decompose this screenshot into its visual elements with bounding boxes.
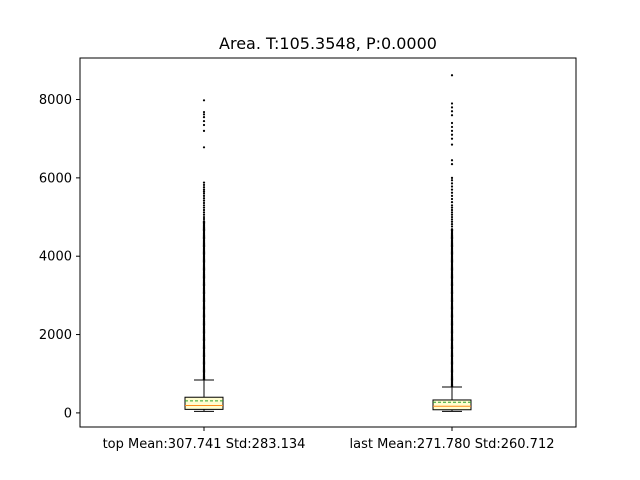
outlier-point — [450, 201, 454, 204]
box-iqr — [432, 399, 472, 411]
y-tick-label: 8000 — [39, 93, 72, 108]
outlier-point — [202, 119, 206, 123]
outlier-point — [450, 74, 454, 77]
outlier-point — [450, 191, 454, 194]
outlier-point — [202, 110, 206, 114]
x-tick-label: last Mean:271.780 Std:260.712 — [349, 437, 554, 452]
outlier-point — [450, 176, 454, 179]
outlier-point — [450, 204, 454, 207]
outlier-point — [450, 220, 454, 223]
outlier-point — [202, 192, 206, 195]
outlier-point — [450, 228, 454, 231]
outlier-point — [202, 206, 206, 209]
outlier-point — [450, 215, 454, 219]
outlier-point — [202, 208, 206, 212]
outlier-point — [202, 220, 206, 223]
outlier-point — [450, 188, 454, 191]
outlier-point — [450, 125, 454, 129]
y-tick-label: 2000 — [39, 328, 72, 343]
outlier-point — [202, 113, 206, 116]
outlier-point — [202, 116, 206, 119]
outlier-point — [450, 225, 454, 228]
outlier-point — [202, 99, 206, 102]
y-tick-label: 4000 — [39, 250, 72, 265]
outlier-point — [202, 211, 206, 214]
outlier-point — [450, 102, 454, 105]
outlier-point — [450, 213, 454, 216]
outlier-point — [202, 129, 206, 132]
outlier-point — [450, 114, 454, 117]
y-tick-label: 0 — [64, 406, 72, 421]
outlier-point — [202, 194, 206, 197]
outlier-point — [450, 143, 454, 146]
box-group — [432, 74, 472, 412]
outlier-point — [450, 222, 454, 226]
box-group — [184, 99, 224, 412]
outlier-point — [450, 208, 454, 212]
outlier-point — [450, 106, 454, 109]
outlier-point — [450, 206, 454, 209]
outlier-point — [202, 215, 206, 219]
outlier-point — [450, 110, 454, 113]
outlier-point — [450, 194, 454, 197]
outlier-point — [202, 188, 206, 191]
outlier-point — [202, 183, 206, 187]
outlier-point — [202, 123, 206, 127]
outlier-point — [450, 137, 454, 140]
outlier-point — [202, 186, 206, 189]
plot-frame — [79, 57, 577, 428]
outlier-point — [450, 218, 454, 221]
outlier-point — [450, 121, 454, 125]
outlier-point — [450, 185, 454, 188]
outlier-point — [202, 204, 206, 207]
plot-marks — [184, 74, 472, 412]
outlier-point — [202, 146, 206, 149]
x-tick-label: top Mean:307.741 Std:283.134 — [103, 437, 306, 452]
outlier-point — [450, 182, 454, 185]
outlier-point — [450, 159, 454, 162]
outlier-point — [450, 211, 454, 214]
y-tick-label: 6000 — [39, 171, 72, 186]
outlier-point — [202, 213, 206, 216]
outlier-point — [202, 199, 206, 202]
outlier-point — [202, 190, 206, 193]
box-iqr — [184, 396, 224, 410]
outlier-point — [202, 197, 206, 200]
outlier-point — [202, 217, 206, 221]
outlier-point — [450, 197, 454, 201]
outlier-point — [202, 201, 206, 205]
axes: 0 2000 4000 6000 8000 top Mean:307.741 Std:28… — [39, 93, 555, 452]
outlier-point — [450, 133, 454, 136]
outlier-point — [450, 129, 454, 132]
outlier-point — [450, 163, 454, 166]
outlier-point — [202, 181, 206, 184]
chart-title: Area. T:105.3548, P:0.0000 — [219, 34, 437, 53]
outlier-point — [450, 179, 454, 182]
